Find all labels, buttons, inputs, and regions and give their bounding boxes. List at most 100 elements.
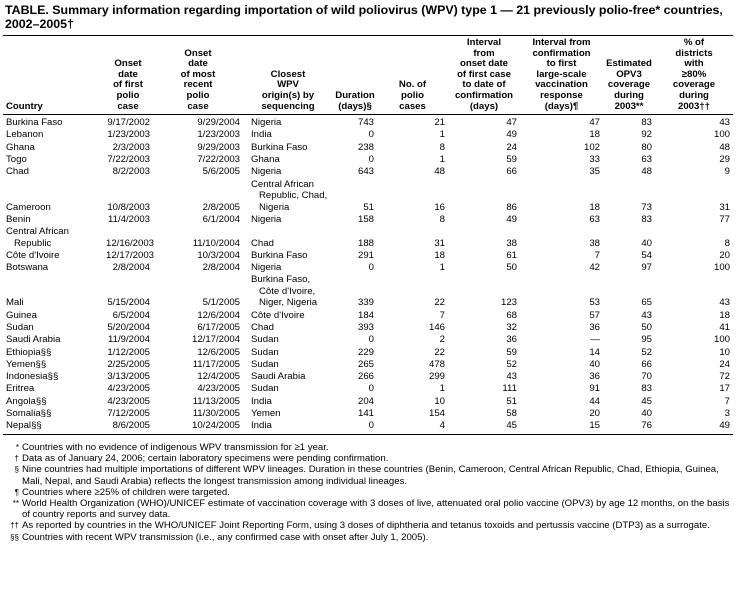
data-cell: 16 [434,201,445,213]
data-cell: 0 [368,334,374,346]
data-cell: 76 [641,420,652,432]
footnote-text: World Health Organization (WHO)/UNICEF e… [22,498,730,521]
header-line: (days)¶ [544,100,579,112]
header-line: polio [186,89,210,101]
data-cell: 4 [439,420,445,432]
data-cell: 393 [357,322,374,334]
data-cell: — [590,334,600,346]
footnote-marker: † [14,454,19,464]
data-cell: 70 [641,371,652,383]
header-line: ≥80% [681,68,707,80]
footnote-marker: * [15,443,19,452]
data-cell: 95 [641,334,652,346]
header-line: cases [399,100,426,112]
data-cell: 141 [357,408,374,419]
data-cell: 154 [428,408,445,419]
data-cell: 7 [594,249,600,261]
table-header: Country Onset date of first polio case Onset da… [3,35,733,115]
header-line: of first [113,79,143,91]
data-cell: 68 [506,309,517,321]
data-cell: 18 [719,309,730,321]
table-title: TABLE. Summary information regarding imp… [5,3,723,31]
data-cell: 743 [357,117,374,129]
data-cell: 49 [719,420,730,432]
data-cell: 7/22/2003 [197,154,240,165]
data-cell: 2/25/2005 [107,358,150,370]
header-line: Estimated [606,58,652,70]
data-cell: 8/6/2005 [112,420,150,432]
data-cell: 44 [589,395,600,407]
table-row: Togo 7/22/2003 7/22/2003 Ghana 0 1 59 33 63 29 [3,154,733,166]
table-row: Ethiopia§§ 1/12/2005 12/6/2005 Sudan 229 22 59… [3,346,733,358]
data-cell: 146 [428,322,445,334]
data-cell: 59 [506,346,517,358]
data-cell: 35 [589,166,600,178]
data-cell: 1 [439,129,445,141]
header-line: case [117,100,139,112]
footnote-text: Countries with no evidence of indigenous… [22,442,329,453]
country-cell: Guinea [6,309,37,321]
table-row: Angola§§ 4/23/2005 11/13/2005 India 204 10 51 4… [3,395,733,407]
header-line: Closest [270,68,306,80]
data-cell: 52 [506,358,517,370]
data-cell: 1 [439,154,445,165]
country-cell: Côte d'Ivoire [6,249,60,261]
data-cell: 0 [368,129,374,141]
table-row: Saudi Arabia 11/9/2004 12/17/2004 Sudan 0 2 36… [3,334,733,346]
data-cell: 123 [500,297,517,309]
data-cell: 73 [641,201,652,213]
data-cell: 158 [357,213,374,225]
data-cell: 7/12/2005 [107,408,150,419]
country-cell: Eritrea [6,383,35,395]
table-row: Central African Republic 12/16/2003 11/10/… [3,226,733,250]
data-cell: 40 [589,358,600,370]
data-cell: 6/5/2004 [112,309,150,321]
footnotes: * Countries with no evidence of indigenou… [3,442,731,543]
table-row: Guinea 6/5/2004 12/6/2004 Côte d'Ivoire 184 7… [3,309,733,321]
table-row: Yemen§§ 2/25/2005 11/17/2005 Sudan 265 478 52 4… [3,358,733,370]
header-line: during [614,89,644,101]
footnote: †† As reported by countries in the WHO/UN… [3,520,731,531]
data-cell: Yemen [251,408,281,419]
data-cell: Burkina Faso, Côte d'Ivoire, Niger, Nige… [251,274,318,309]
data-cell: 1/23/2003 [197,129,240,141]
table-row: Mali 5/15/2004 5/1/2005 Burkina Faso, Côte … [3,274,733,309]
data-cell: 2/8/2004 [112,262,150,274]
data-cell: 299 [428,371,445,383]
data-table: Country Onset date of first polio case Onset da… [3,35,733,435]
header-line: sequencing [261,100,315,112]
data-cell: Burkina Faso [251,141,308,153]
header-line: date [188,58,208,70]
header-line: % of [683,37,705,48]
footnote: ¶ Countries where ≥25% of children were t… [3,487,731,498]
footnote: § Nine countries had multiple importation… [3,464,731,486]
data-cell: 10 [434,395,445,407]
data-cell: 8 [724,237,730,249]
table-body: Burkina Faso 9/17/2002 9/29/2004 Nigeria 743… [3,115,733,435]
data-cell: 12/6/2005 [197,346,240,358]
data-cell: 2 [439,334,445,346]
data-cell: India [251,420,272,432]
data-cell: 291 [357,249,374,261]
data-cell: 48 [719,141,730,153]
header-line: (days)§ [338,100,372,112]
table-row: Nepal§§ 8/6/2005 10/24/2005 India 0 4 45 15 76 49 [3,420,733,434]
data-cell: 7 [439,309,445,321]
data-cell: 2/8/2004 [202,262,240,274]
data-cell: 6/1/2004 [202,213,240,225]
header-line: from [473,47,495,59]
country-cell: Sudan [6,322,34,334]
data-cell: 1 [439,383,445,395]
header-line: Onset [114,58,142,70]
data-cell: Chad [251,322,274,334]
data-cell: 229 [357,346,374,358]
data-cell: 50 [506,262,517,274]
table-row: Botswana 2/8/2004 2/8/2004 Nigeria 0 1 50 42 97 1… [3,262,733,274]
data-cell: 22 [434,346,445,358]
data-cell: 43 [719,297,730,309]
data-cell: 1/23/2003 [107,129,150,141]
data-cell: 5/1/2005 [202,297,240,309]
data-cell: 72 [719,371,730,383]
data-cell: 66 [506,166,517,178]
data-cell: 100 [713,129,730,141]
